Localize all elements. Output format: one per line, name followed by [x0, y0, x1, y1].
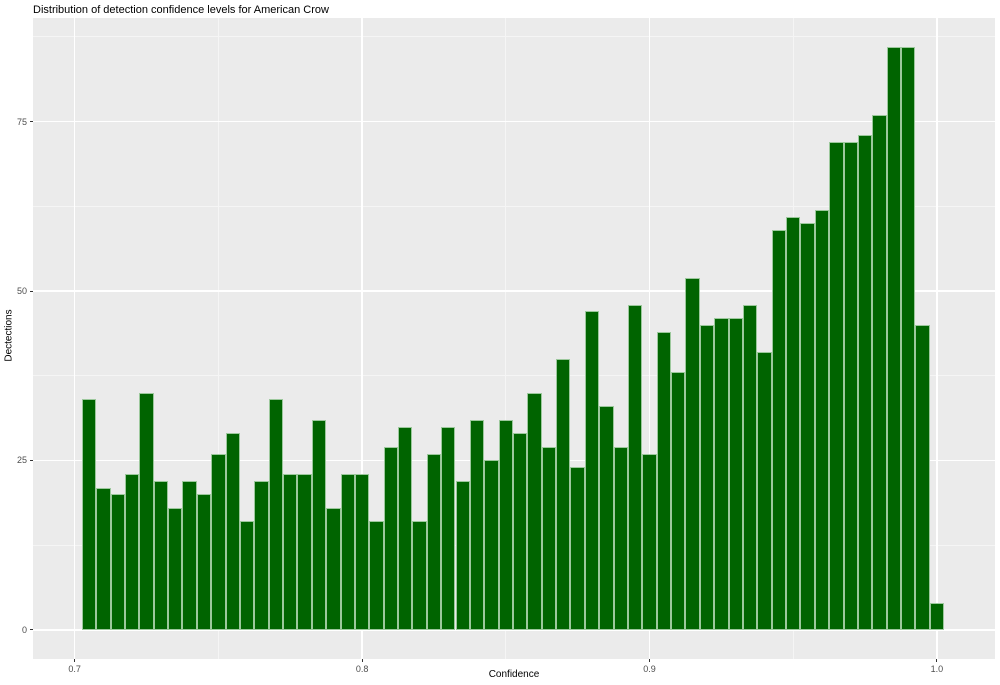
histogram-bar — [929, 602, 945, 630]
plot-panel — [33, 18, 995, 659]
histogram-bar — [398, 426, 413, 630]
histogram-bar — [671, 372, 686, 630]
histogram-bar — [685, 277, 700, 630]
histogram-bar — [254, 480, 269, 630]
histogram-bar — [469, 419, 485, 630]
x-tick-mark — [649, 659, 651, 662]
histogram-bar — [800, 223, 815, 630]
x-major-gridline — [73, 18, 76, 659]
x-axis-title: Confidence — [488, 669, 540, 680]
histogram-bar — [512, 433, 528, 630]
histogram-bar — [757, 352, 772, 630]
histogram-bar — [613, 446, 628, 630]
y-tick-mark — [30, 459, 33, 461]
histogram-bar — [872, 114, 887, 630]
x-minor-gridline — [217, 18, 219, 659]
histogram-bar — [570, 467, 585, 630]
x-tick-mark — [361, 659, 363, 662]
histogram-bar — [96, 487, 111, 630]
histogram-bar — [699, 324, 715, 630]
histogram-bar — [843, 141, 858, 630]
y-tick-mark — [30, 290, 33, 292]
histogram-bar — [297, 474, 312, 630]
histogram-bar — [139, 392, 154, 630]
histogram-bar — [196, 494, 212, 630]
histogram-bar — [211, 453, 226, 630]
x-major-gridline — [361, 18, 363, 659]
histogram-bar — [627, 304, 643, 630]
histogram-bar — [182, 480, 197, 630]
histogram-bar — [541, 446, 557, 630]
x-tick-label: 0.7 — [68, 664, 81, 674]
histogram-bar — [110, 494, 125, 630]
y-minor-gridline — [33, 375, 995, 377]
y-tick-label: 0 — [21, 624, 27, 635]
histogram-bar — [412, 521, 427, 630]
histogram-bar — [829, 141, 844, 630]
histogram-bar — [326, 507, 341, 630]
histogram-bar — [786, 216, 801, 630]
histogram-bar — [81, 399, 97, 630]
histogram-bar — [283, 474, 298, 630]
histogram-bar — [656, 331, 672, 630]
x-tick-label: 1.0 — [930, 664, 944, 674]
histogram-bar — [599, 406, 614, 630]
histogram-bar — [498, 419, 513, 630]
histogram-bar — [340, 474, 355, 630]
histogram-bar — [455, 480, 470, 630]
y-major-gridline — [33, 629, 995, 631]
histogram-bar — [383, 446, 398, 630]
histogram-bar — [311, 419, 327, 630]
y-major-gridline — [33, 120, 995, 123]
y-tick-label: 50 — [16, 286, 27, 297]
histogram-bar — [642, 453, 657, 630]
x-minor-gridline — [505, 18, 507, 659]
histogram-bar — [742, 304, 758, 630]
histogram-bar — [369, 521, 384, 630]
x-tick-label: 0.8 — [355, 664, 369, 674]
histogram-bar — [426, 453, 442, 630]
histogram-bar — [814, 209, 830, 630]
histogram-bar — [441, 426, 456, 630]
x-tick-label: 0.9 — [643, 664, 656, 674]
histogram-bar — [225, 433, 240, 630]
histogram-bar — [527, 392, 542, 630]
histogram-bar — [915, 324, 930, 630]
histogram-bar — [857, 135, 873, 630]
y-tick-mark — [30, 121, 33, 123]
histogram-bar — [886, 47, 901, 630]
histogram-bar — [714, 318, 729, 630]
y-minor-gridline — [33, 36, 995, 38]
histogram-bar — [584, 311, 600, 630]
histogram-bar — [771, 230, 787, 630]
y-tick-label: 75 — [16, 116, 27, 127]
x-tick-mark — [936, 659, 938, 662]
histogram-bar — [268, 399, 284, 630]
y-tick-mark — [30, 629, 33, 631]
y-major-gridline — [33, 290, 995, 292]
histogram-bar — [728, 318, 743, 630]
histogram-bar — [484, 460, 499, 630]
x-major-gridline — [648, 18, 651, 659]
histogram-bar — [153, 480, 169, 630]
x-tick-mark — [74, 659, 76, 662]
histogram-bar — [556, 358, 571, 630]
histogram-bar — [901, 47, 916, 630]
histogram-bar — [124, 474, 140, 630]
histogram-bar — [354, 474, 370, 630]
x-major-gridline — [936, 18, 938, 659]
histogram-bar — [168, 507, 183, 630]
chart-title: Distribution of detection confidence lev… — [33, 4, 329, 16]
histogram-bar — [239, 521, 255, 630]
y-tick-label: 25 — [16, 455, 27, 466]
y-minor-gridline — [33, 205, 995, 207]
